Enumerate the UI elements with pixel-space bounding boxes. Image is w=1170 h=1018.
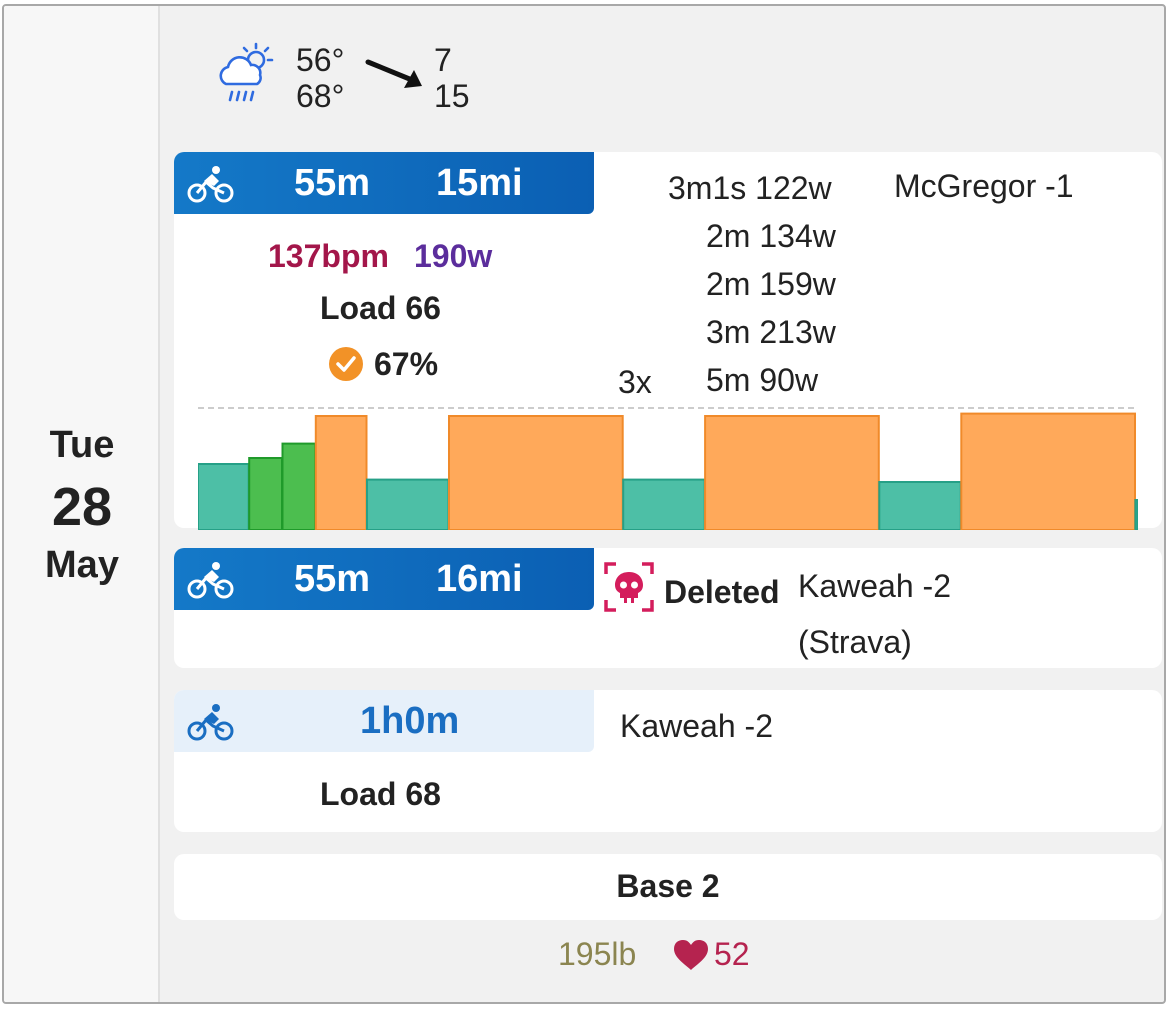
workout-duration: 1h0m (360, 700, 460, 742)
date-month: May (45, 544, 119, 586)
bike-icon (186, 164, 236, 209)
interval-bar-8 (704, 415, 880, 530)
interval-repeat: 3x (618, 364, 652, 400)
interval-bar-3 (281, 442, 317, 530)
workout-header: 55m 16mi (174, 548, 594, 610)
workout-structure-chart (198, 407, 1138, 530)
interval-bar-5 (366, 478, 450, 530)
skull-icon (604, 562, 654, 617)
interval-bar-2 (248, 457, 283, 530)
power-value: 190w (414, 238, 493, 274)
workout-card-mcgregor[interactable]: 55m 15mi 137bpm 190w Load 66 67% 3m1s 12… (174, 152, 1162, 530)
workout-header: 1h0m (174, 690, 594, 752)
workout-title: McGregor -1 (894, 168, 1074, 204)
interval-bar-4 (314, 415, 368, 530)
weather-summary[interactable]: 56° 68° 7 15 (214, 38, 514, 118)
body-weight: 195lb (558, 936, 637, 972)
workout-duration: 55m (294, 558, 371, 600)
workout-title: Kaweah -2 (798, 568, 951, 604)
compliance-percent: 67% (374, 346, 439, 382)
heart-icon (672, 938, 710, 977)
interval-bar-6 (448, 415, 624, 530)
cloud-sun-rain-icon (214, 38, 276, 113)
wellness-footer[interactable]: 195lb 52 (160, 932, 1164, 977)
workout-distance: 16mi (436, 558, 523, 600)
workout-title: Kaweah -2 (620, 708, 773, 744)
interval-1: 3m1s 122w (668, 170, 832, 206)
bike-icon (186, 702, 236, 747)
date-weekday: Tue (49, 424, 115, 466)
interval-bar-11 (1134, 499, 1138, 530)
interval-4: 3m 213w (706, 314, 836, 350)
date-column: Tue 28 May (4, 6, 160, 1002)
workout-source: (Strava) (798, 624, 912, 660)
wind-direction-arrow-icon (364, 56, 428, 95)
workout-duration: 55m (294, 162, 371, 204)
bike-icon (186, 560, 236, 605)
check-icon (328, 346, 364, 387)
heart-rate-value: 137bpm (268, 238, 389, 274)
interval-bar-10 (960, 412, 1136, 530)
interval-bar-9 (878, 481, 962, 530)
interval-5: 5m 90w (706, 362, 819, 398)
note-text: Base 2 (616, 868, 720, 904)
workout-distance: 15mi (436, 162, 523, 204)
temp-high: 68° (296, 78, 345, 114)
training-load: Load 66 (320, 290, 441, 326)
interval-3: 2m 159w (706, 266, 836, 302)
temp-low: 56° (296, 42, 345, 78)
deleted-status: Deleted (664, 574, 780, 610)
training-load: Load 68 (320, 776, 441, 812)
note-card[interactable]: Base 2 (174, 854, 1162, 920)
interval-2: 2m 134w (706, 218, 836, 254)
workout-card-kaweah-deleted[interactable]: 55m 16mi Deleted Kaweah -2 (Strava) (174, 548, 1162, 668)
wind-low: 7 (434, 42, 452, 78)
resting-heart-rate: 52 (714, 936, 750, 972)
workout-header: 55m 15mi (174, 152, 594, 214)
calendar-day-cell: Tue 28 May 56° 68° (2, 4, 1166, 1004)
date-day-number: 28 (51, 477, 113, 537)
wind-high: 15 (434, 78, 470, 114)
interval-bar-7 (622, 478, 706, 530)
workout-card-kaweah-planned[interactable]: 1h0m Kaweah -2 Load 68 (174, 690, 1162, 832)
interval-bar-1 (198, 463, 250, 530)
